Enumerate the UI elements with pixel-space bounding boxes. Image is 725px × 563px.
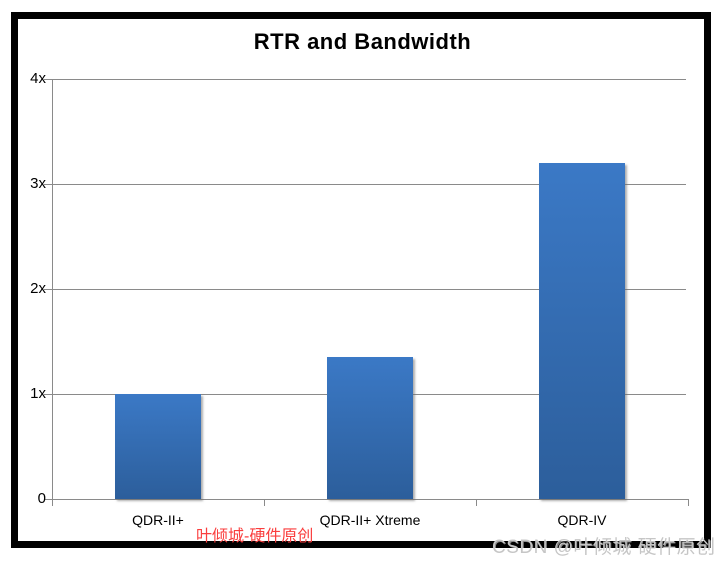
y-tick-label: 2x [30, 280, 46, 297]
bar-qdr-ii- [115, 394, 201, 499]
y-axis-line [52, 79, 53, 499]
y-axis-tick [44, 394, 52, 395]
watermark-gray: CSDN @叶倾城 硬件原创 [492, 537, 716, 558]
x-category-label: QDR-II+ Xtreme [319, 512, 421, 528]
x-category-label: QDR-IV [557, 512, 607, 528]
x-axis-line [52, 499, 689, 500]
x-axis-tick [264, 500, 265, 506]
y-axis-tick [44, 79, 52, 80]
x-axis-tick [52, 500, 53, 506]
y-axis-tick [44, 499, 52, 500]
x-axis-tick [688, 500, 689, 506]
x-category-label: QDR-II+ [132, 512, 184, 528]
y-tick-label: 0 [37, 490, 46, 507]
y-axis-tick [44, 289, 52, 290]
gridline [52, 184, 686, 185]
bar-qdr-ii-xtreme [327, 357, 413, 499]
chart-title: RTR and Bandwidth [253, 29, 472, 54]
y-tick-label: 4x [30, 70, 46, 87]
y-axis-tick [44, 184, 52, 185]
y-tick-label: 1x [30, 385, 46, 402]
gridline [52, 289, 686, 290]
bar-qdr-iv [539, 163, 625, 499]
watermark-red: 叶倾城-硬件原创 [196, 528, 314, 545]
gridline [52, 79, 686, 80]
x-axis-tick [476, 500, 477, 506]
y-tick-label: 3x [30, 175, 46, 192]
